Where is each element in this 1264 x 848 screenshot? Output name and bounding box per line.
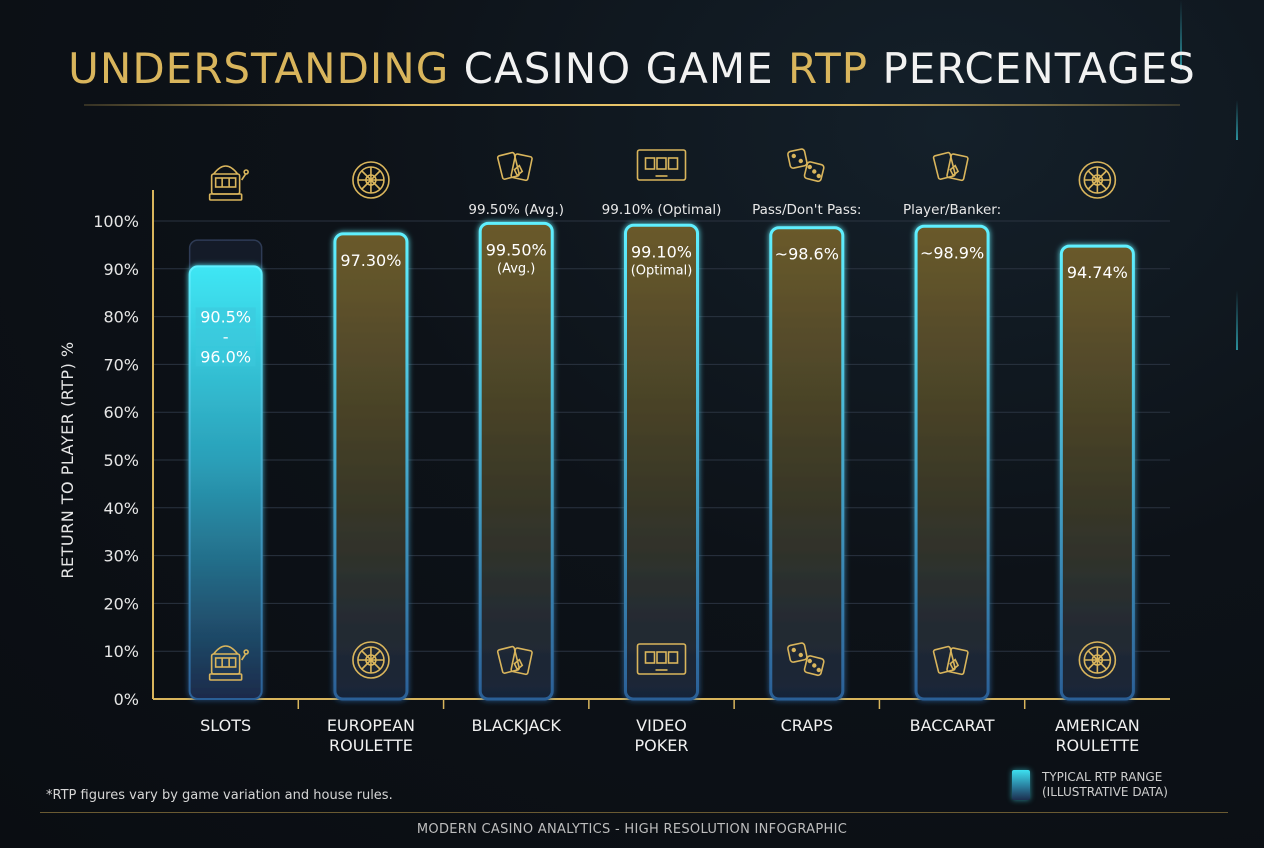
y-tick-label: 10% bbox=[103, 642, 139, 661]
bar-group: ~98.6% Pass/Don't Pass: CRAPS bbox=[752, 147, 861, 735]
bar-group: 99.50% (Avg.) 99.50% (Avg.) BLACKJACK bbox=[468, 151, 564, 735]
x-category-label: SLOTS bbox=[200, 716, 251, 735]
data-label-bg bbox=[195, 327, 256, 347]
data-label: ~98.9% bbox=[920, 243, 984, 262]
y-tick-label: 80% bbox=[103, 308, 139, 327]
legend-line-2: (ILLUSTRATIVE DATA) bbox=[1042, 785, 1168, 799]
data-label: ~98.6% bbox=[775, 245, 839, 264]
data-label: (Avg.) bbox=[497, 261, 535, 276]
y-tick-label: 90% bbox=[103, 260, 139, 279]
title-divider bbox=[84, 104, 1180, 106]
footnote: *RTP figures vary by game variation and … bbox=[46, 788, 393, 803]
playing-cards-icon bbox=[932, 151, 970, 182]
x-category-label: ROULETTE bbox=[329, 736, 413, 755]
bar-group: 99.10% (Optimal) 99.10% (Optimal) VIDEOPOKE… bbox=[602, 149, 722, 755]
footer-divider bbox=[40, 812, 1228, 813]
x-category-label: EUROPEAN bbox=[327, 716, 415, 735]
top-annotation: 99.50% (Avg.) bbox=[468, 202, 564, 218]
y-tick-label: 40% bbox=[103, 499, 139, 518]
x-category-label: AMERICAN bbox=[1055, 716, 1140, 735]
x-category-label: BLACKJACK bbox=[472, 716, 562, 735]
x-category-label: VIDEO bbox=[636, 716, 687, 735]
x-category-label: BACCARAT bbox=[910, 716, 995, 735]
data-label: 99.10% bbox=[631, 242, 692, 261]
top-annotation: 99.10% (Optimal) bbox=[602, 202, 722, 218]
roulette-wheel-icon bbox=[1078, 161, 1117, 199]
bar-group: 90.5%-96.0% SLOTS bbox=[188, 165, 263, 735]
data-label-bg bbox=[195, 347, 256, 367]
decor-light-3 bbox=[1236, 100, 1238, 140]
roulette-wheel-icon bbox=[352, 641, 390, 679]
top-annotation: Player/Banker: bbox=[903, 202, 1001, 218]
decor-light-1 bbox=[1180, 0, 1182, 70]
data-label: 99.50% bbox=[486, 240, 547, 259]
data-label: 97.30% bbox=[340, 251, 401, 270]
decor-light-2 bbox=[1236, 290, 1238, 350]
x-category-label: ROULETTE bbox=[1055, 736, 1139, 755]
data-label: (Optimal) bbox=[631, 263, 693, 278]
footer-caption: MODERN CASINO ANALYTICS - HIGH RESOLUTIO… bbox=[416, 822, 848, 837]
data-label: 96.0% bbox=[200, 347, 251, 366]
y-tick-label: 50% bbox=[103, 451, 139, 470]
bar-group: ~98.9% Player/Banker: BACCARAT bbox=[903, 151, 1001, 735]
data-label: - bbox=[223, 327, 229, 346]
playing-cards-icon bbox=[496, 151, 534, 182]
roulette-wheel-icon bbox=[1078, 641, 1117, 679]
data-label: 94.74% bbox=[1067, 263, 1128, 282]
data-label: 90.5% bbox=[200, 307, 251, 326]
title-part-1: UNDERSTANDING bbox=[68, 44, 450, 93]
x-category-label: POKER bbox=[635, 736, 689, 755]
top-annotation: Pass/Don't Pass: bbox=[752, 202, 861, 218]
title-part-2: CASINO GAME bbox=[463, 44, 774, 93]
chart-legend: TYPICAL RTP RANGE (ILLUSTRATIVE DATA) bbox=[1012, 770, 1192, 800]
y-tick-label: 100% bbox=[93, 212, 139, 231]
y-axis-label: RETURN TO PLAYER (RTP) % bbox=[58, 341, 77, 578]
video-poker-icon bbox=[636, 149, 687, 181]
y-tick-label: 70% bbox=[103, 355, 139, 374]
title-part-4: PERCENTAGES bbox=[882, 44, 1196, 93]
y-tick-label: 0% bbox=[114, 690, 139, 709]
data-label-bg bbox=[195, 307, 256, 327]
y-tick-label: 60% bbox=[103, 403, 139, 422]
legend-line-1: TYPICAL RTP RANGE bbox=[1042, 770, 1163, 784]
page-title: UNDERSTANDING CASINO GAME RTP PERCENTAGE… bbox=[0, 44, 1264, 93]
x-category-label: CRAPS bbox=[781, 716, 833, 735]
legend-swatch bbox=[1012, 770, 1030, 800]
roulette-wheel-icon bbox=[352, 161, 390, 199]
y-tick-label: 30% bbox=[103, 547, 139, 566]
legend-text: TYPICAL RTP RANGE (ILLUSTRATIVE DATA) bbox=[1042, 770, 1192, 800]
dice-icon bbox=[786, 147, 826, 183]
title-part-3: RTP bbox=[787, 44, 869, 93]
slot-machine-icon bbox=[208, 165, 249, 201]
y-tick-label: 20% bbox=[103, 594, 139, 613]
